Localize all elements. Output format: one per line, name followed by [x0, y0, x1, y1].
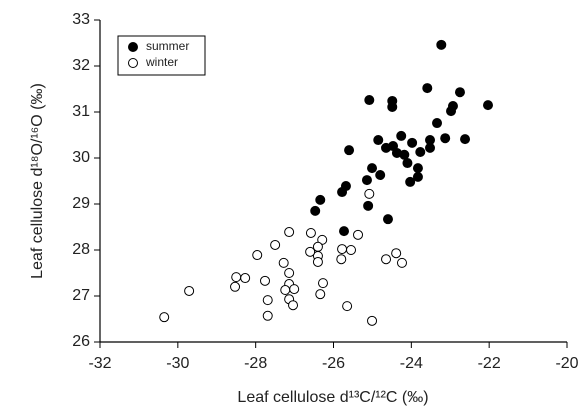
point: [312, 256, 323, 267]
point: [280, 285, 291, 296]
point: [412, 171, 423, 182]
y-tick-label: 31: [72, 103, 90, 120]
y-tick-label: 33: [72, 11, 90, 28]
point: [252, 250, 263, 261]
point: [262, 295, 273, 306]
x-axis-label: Leaf cellulose d¹³C/¹²C (‰): [237, 389, 428, 406]
x-tick-label: -22: [478, 355, 501, 372]
point: [375, 170, 386, 181]
point: [342, 301, 353, 312]
y-tick-label: 28: [72, 241, 90, 258]
point: [482, 100, 493, 111]
y-axis-label: Leaf cellulose d¹⁸O/¹⁶O (‰): [29, 83, 46, 279]
point: [315, 289, 326, 300]
point: [367, 163, 378, 174]
point: [412, 163, 423, 174]
point: [305, 227, 316, 238]
point: [432, 118, 443, 129]
point: [460, 134, 471, 145]
y-tick-label: 30: [72, 149, 90, 166]
legend-label: winter: [145, 55, 178, 69]
point: [391, 248, 402, 259]
point: [312, 241, 323, 252]
point: [402, 158, 413, 169]
point: [353, 229, 364, 240]
point: [159, 312, 170, 323]
x-tick-label: -32: [88, 355, 111, 372]
point: [240, 273, 251, 284]
y-tick-label: 26: [72, 333, 90, 350]
point: [231, 272, 242, 283]
point: [339, 226, 350, 237]
point: [289, 284, 300, 295]
point: [260, 275, 271, 286]
legend-label: summer: [146, 39, 189, 53]
point: [373, 135, 384, 146]
point: [396, 257, 407, 268]
point: [381, 254, 392, 265]
point: [422, 83, 433, 94]
legend-marker: [128, 58, 138, 68]
point: [364, 95, 375, 106]
point: [387, 101, 398, 112]
point: [317, 278, 328, 289]
point: [415, 147, 426, 158]
point: [363, 200, 374, 211]
point: [361, 175, 372, 186]
point: [396, 130, 407, 141]
point: [284, 268, 295, 278]
point: [425, 142, 436, 153]
point: [344, 145, 355, 156]
point: [436, 39, 447, 50]
x-tick-label: -28: [244, 355, 267, 372]
point: [284, 227, 295, 238]
point: [315, 194, 326, 205]
x-tick-label: -30: [166, 355, 189, 372]
point: [407, 137, 418, 148]
point: [405, 176, 416, 187]
point: [364, 188, 375, 199]
point: [336, 254, 347, 265]
point: [337, 187, 348, 198]
y-tick-label: 29: [72, 195, 90, 212]
legend-marker: [128, 42, 138, 52]
point: [367, 315, 378, 326]
x-tick-label: -24: [400, 355, 423, 372]
point: [346, 245, 357, 255]
x-tick-label: -20: [555, 355, 578, 372]
y-tick-label: 32: [72, 57, 90, 74]
point: [337, 244, 348, 255]
point: [382, 214, 393, 225]
point: [278, 257, 289, 268]
x-tick-label: -26: [322, 355, 345, 372]
point: [184, 285, 195, 296]
point: [230, 281, 241, 292]
y-tick-label: 27: [72, 287, 90, 304]
point: [310, 205, 321, 216]
point: [454, 87, 465, 98]
point: [399, 149, 410, 160]
point: [305, 246, 316, 257]
point: [446, 106, 457, 117]
point: [288, 300, 299, 311]
point: [270, 239, 281, 250]
point: [440, 133, 451, 144]
point: [262, 310, 273, 321]
